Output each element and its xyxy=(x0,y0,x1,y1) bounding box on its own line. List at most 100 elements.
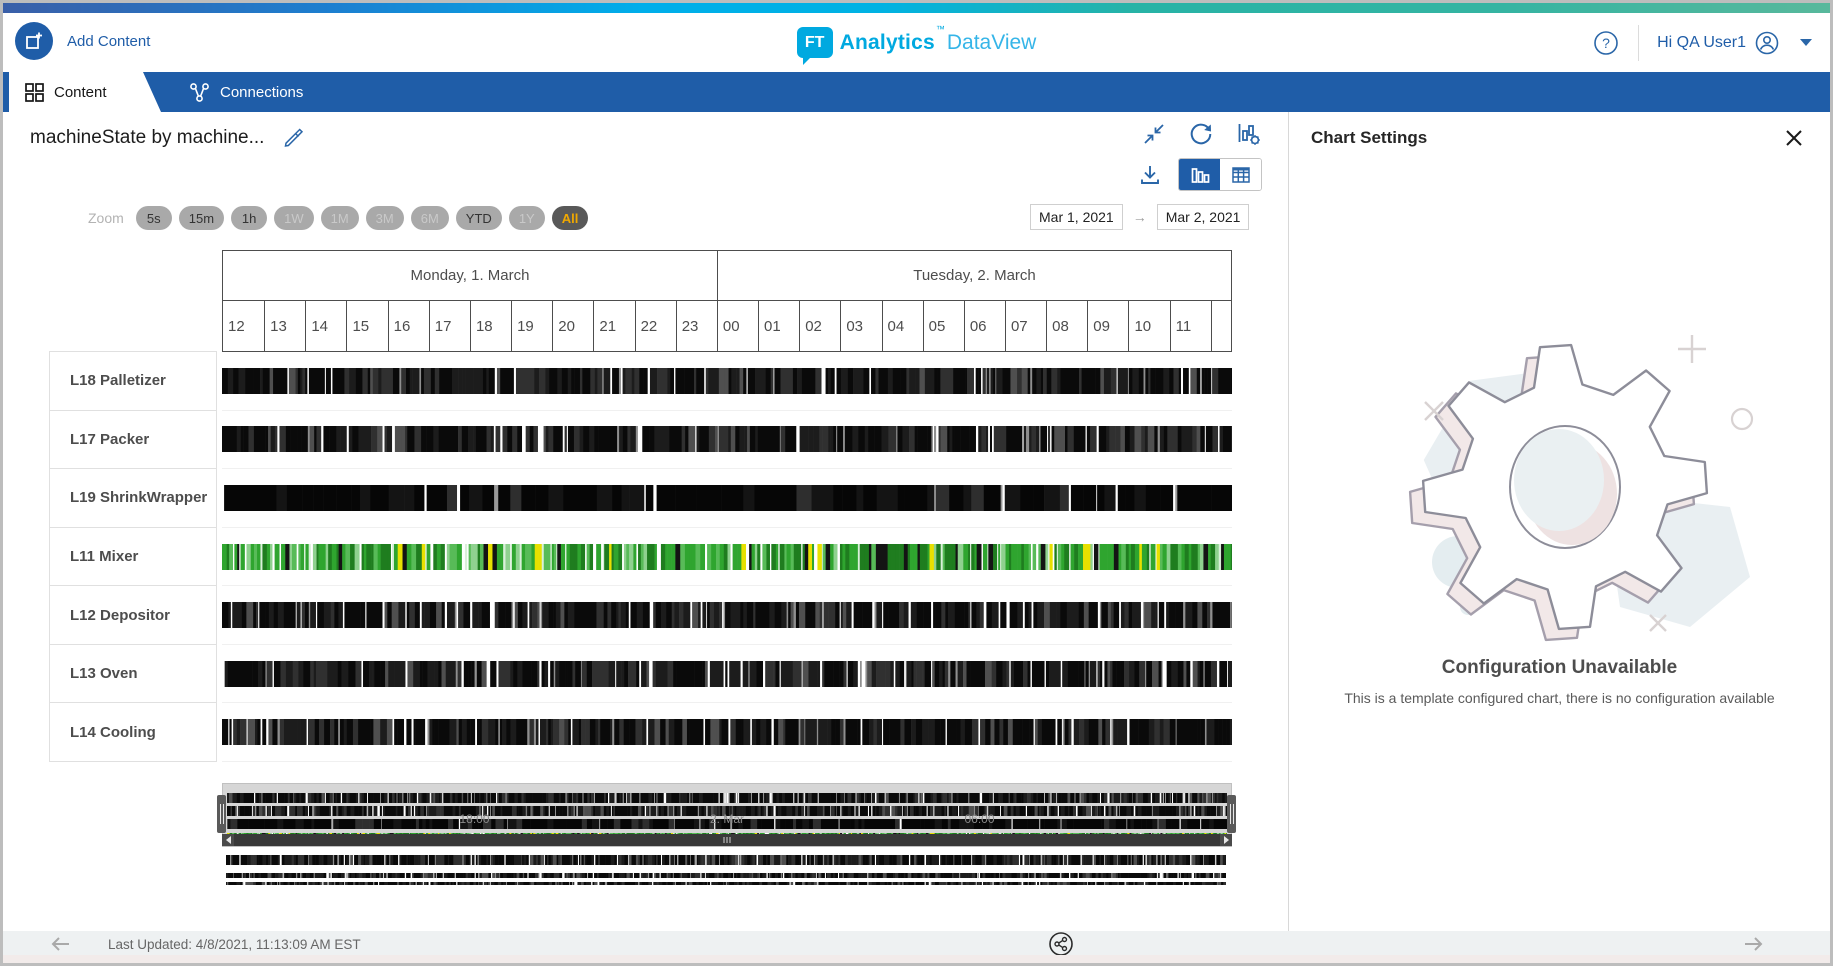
time-axis-header: Monday, 1. MarchTuesday, 2. March 121314… xyxy=(222,250,1232,352)
empty-state-message: This is a template configured chart, the… xyxy=(1289,690,1830,706)
machine-row-3: L19 ShrinkWrapper xyxy=(49,469,1232,528)
edit-pencil-icon[interactable] xyxy=(282,127,304,149)
hour-tick-11: 11 xyxy=(1170,301,1211,351)
hour-tick-02: 02 xyxy=(799,301,840,351)
download-icon[interactable] xyxy=(1138,163,1162,187)
user-menu[interactable]: Hi QA User1 xyxy=(1657,30,1812,56)
machine-row-7: L14 Cooling xyxy=(49,703,1232,762)
zoom-button-1h[interactable]: 1h xyxy=(231,206,267,230)
machine-row-4: L11 Mixer xyxy=(49,528,1232,587)
machine-state-bar[interactable] xyxy=(222,469,1232,528)
hour-tick-05: 05 xyxy=(923,301,964,351)
machine-row-5: L12 Depositor xyxy=(49,586,1232,645)
app-logo: FT Analytics™DataView xyxy=(3,13,1830,72)
tab-content[interactable]: Content xyxy=(9,72,161,112)
hour-tick-23: 23 xyxy=(676,301,717,351)
bar-chart-view-button[interactable] xyxy=(1179,159,1220,190)
machine-label: L14 Cooling xyxy=(49,702,217,762)
navigator-tick-label: 2. Mar xyxy=(710,812,744,826)
machine-state-bar[interactable] xyxy=(222,703,1232,762)
hour-tick-19: 19 xyxy=(511,301,552,351)
footer-bar: Last Updated: 4/8/2021, 11:13:09 AM EST xyxy=(3,931,1830,957)
bar-chart-icon xyxy=(1190,165,1210,185)
top-gradient-bar xyxy=(3,3,1830,13)
hour-tick-03: 03 xyxy=(840,301,881,351)
navigator-handle-left[interactable] xyxy=(217,795,226,833)
connections-icon xyxy=(189,82,210,103)
machine-state-bar[interactable] xyxy=(222,528,1232,587)
back-arrow-icon[interactable] xyxy=(49,932,73,956)
machine-label: L12 Depositor xyxy=(49,585,217,645)
navigator-handle-right[interactable] xyxy=(1227,795,1236,833)
scroll-right-arrow[interactable] xyxy=(1220,834,1232,846)
gear-illustration xyxy=(1340,327,1780,652)
hour-tick-17: 17 xyxy=(429,301,470,351)
state-timeline-rows: L18 PalletizerL17 PackerL19 ShrinkWrappe… xyxy=(49,352,1232,762)
navigator-scrollbar xyxy=(222,834,1232,846)
date-to-input[interactable]: Mar 2, 2021 xyxy=(1157,204,1250,230)
close-icon[interactable] xyxy=(1784,128,1804,148)
settings-panel-title: Chart Settings xyxy=(1311,128,1427,148)
hour-tick-06: 06 xyxy=(964,301,1005,351)
chart-title: machineState by machine... xyxy=(30,127,264,149)
day-header-2: Tuesday, 2. March xyxy=(717,251,1231,300)
forward-arrow-icon[interactable] xyxy=(1741,932,1765,956)
hour-tick-01: 01 xyxy=(758,301,799,351)
refresh-icon[interactable] xyxy=(1188,121,1214,147)
user-icon[interactable] xyxy=(1754,30,1780,56)
svg-text:?: ? xyxy=(1602,35,1610,51)
navigator-tick-label: 18:00 xyxy=(459,812,489,826)
collapse-icon[interactable] xyxy=(1142,122,1166,146)
navigator-mini-row xyxy=(226,872,1226,875)
zoom-button-ytd[interactable]: YTD xyxy=(456,206,502,230)
hour-tick-20: 20 xyxy=(552,301,593,351)
hour-tick-10: 10 xyxy=(1128,301,1169,351)
logo-product: DataView xyxy=(947,31,1037,54)
machine-state-bar[interactable] xyxy=(222,645,1232,704)
hour-tick-14: 14 xyxy=(305,301,346,351)
machine-row-2: L17 Packer xyxy=(49,411,1232,470)
table-icon xyxy=(1231,165,1251,185)
chart-settings-icon[interactable] xyxy=(1236,121,1262,147)
chart-settings-panel: Chart Settings Configuration Unavailable… xyxy=(1289,112,1830,931)
app-window: Add Content FT Analytics™DataView ? Hi Q… xyxy=(0,0,1833,966)
machine-state-bar[interactable] xyxy=(222,411,1232,470)
zoom-button-1y: 1Y xyxy=(509,206,545,230)
machine-state-bar[interactable] xyxy=(222,586,1232,645)
tab-connections-label: Connections xyxy=(220,84,303,101)
zoom-button-6m: 6M xyxy=(411,206,449,230)
view-toggle-group xyxy=(1178,158,1262,191)
user-greeting: Hi QA User1 xyxy=(1657,34,1746,52)
machine-state-bar[interactable] xyxy=(222,352,1232,411)
date-from-input[interactable]: Mar 1, 2021 xyxy=(1030,204,1123,230)
zoom-button-5s[interactable]: 5s xyxy=(136,206,172,230)
date-range-arrow: → xyxy=(1133,209,1147,225)
zoom-button-all[interactable]: All xyxy=(552,206,589,230)
zoom-button-15m[interactable]: 15m xyxy=(179,206,224,230)
hour-tick-18: 18 xyxy=(470,301,511,351)
date-range: Mar 1, 2021 → Mar 2, 2021 xyxy=(1030,204,1249,230)
day-header-1: Monday, 1. March xyxy=(223,251,717,300)
table-view-button[interactable] xyxy=(1220,159,1261,190)
navigator-mini-row xyxy=(226,865,1226,870)
last-updated-text: Last Updated: 4/8/2021, 11:13:09 AM EST xyxy=(108,937,361,952)
share-icon[interactable] xyxy=(1048,931,1074,957)
empty-state-title: Configuration Unavailable xyxy=(1289,657,1830,679)
tab-connections[interactable]: Connections xyxy=(161,72,329,112)
scroll-left-arrow[interactable] xyxy=(222,834,234,846)
navigator-mini-row xyxy=(227,790,1227,800)
machine-label: L11 Mixer xyxy=(49,527,217,587)
scrollbar-thumb[interactable] xyxy=(234,834,1220,846)
help-icon[interactable]: ? xyxy=(1592,29,1620,57)
caret-down-icon[interactable] xyxy=(1800,39,1812,46)
bottom-strip xyxy=(3,955,1830,963)
app-header: Add Content FT Analytics™DataView ? Hi Q… xyxy=(3,13,1830,72)
hour-tick-00: 00 xyxy=(717,301,758,351)
header-divider xyxy=(1638,25,1639,61)
hour-tick-16: 16 xyxy=(388,301,429,351)
machine-label: L17 Packer xyxy=(49,410,217,470)
tab-content-label: Content xyxy=(54,84,107,101)
zoom-button-1m: 1M xyxy=(321,206,359,230)
hour-tick-04: 04 xyxy=(882,301,923,351)
logo-ft-mark: FT xyxy=(797,27,833,58)
